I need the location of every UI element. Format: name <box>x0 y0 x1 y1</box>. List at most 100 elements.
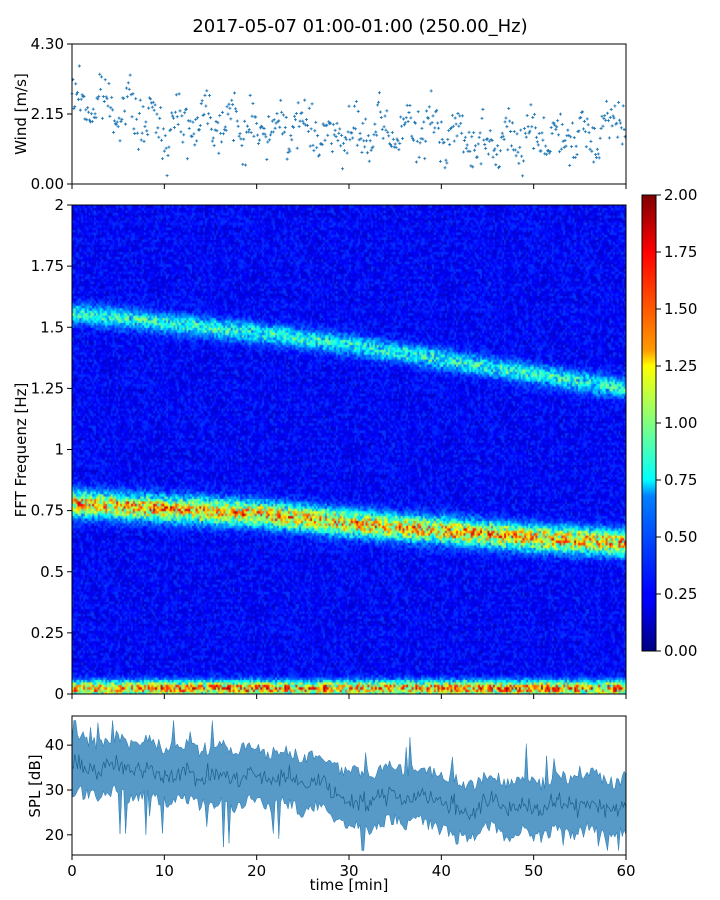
wind-point <box>600 114 604 118</box>
wind-point <box>257 142 261 146</box>
wind-point <box>621 104 625 108</box>
wind-point <box>415 139 419 143</box>
wind-point <box>405 103 409 107</box>
wind-point <box>136 147 140 151</box>
wind-point <box>493 147 497 151</box>
wind-point <box>555 125 559 129</box>
wind-point <box>494 163 498 167</box>
wind-point <box>541 138 545 142</box>
wind-point <box>270 119 274 123</box>
wind-point <box>455 134 459 138</box>
wind-point <box>143 125 147 129</box>
wind-point <box>235 119 239 123</box>
wind-point <box>525 113 529 117</box>
wind-point <box>532 146 536 150</box>
wind-point <box>340 133 344 137</box>
wind-point <box>105 97 109 101</box>
wind-point <box>79 97 83 101</box>
wind-y-axis-label: Wind [m/s] <box>12 73 30 155</box>
wind-point <box>537 131 541 135</box>
wind-point <box>605 99 609 103</box>
wind-point <box>306 130 310 134</box>
wind-point <box>609 108 613 112</box>
wind-point <box>297 125 301 129</box>
wind-point <box>310 102 314 106</box>
wind-point <box>452 139 456 143</box>
wind-point <box>78 108 82 112</box>
wind-point <box>612 116 616 120</box>
wind-point <box>348 138 352 142</box>
wind-point <box>399 115 403 119</box>
wind-point <box>172 116 176 120</box>
wind-point <box>237 134 241 138</box>
spl-band-area <box>71 720 627 851</box>
wind-point <box>286 150 290 154</box>
wind-point <box>426 116 430 120</box>
wind-point <box>76 97 80 101</box>
wind-point <box>219 131 223 135</box>
wind-point <box>142 139 146 143</box>
wind-point <box>483 142 487 146</box>
wind-point <box>372 133 376 137</box>
wind-point <box>342 149 346 153</box>
wind-point <box>535 140 539 144</box>
wind-point <box>335 121 339 125</box>
spl-ticks: 0 10 20 30 40 50 60 20 30 40 <box>45 736 636 880</box>
wind-point <box>394 145 398 149</box>
wind-point <box>169 127 173 131</box>
wind-point <box>395 137 399 141</box>
wind-point <box>164 146 168 150</box>
wind-point <box>589 139 593 143</box>
wind-point <box>362 139 366 143</box>
wind-point <box>191 120 195 124</box>
wind-point <box>249 131 253 135</box>
wind-point <box>104 95 108 99</box>
wind-point <box>167 145 171 149</box>
wind-point <box>582 127 586 131</box>
wind-point <box>445 161 449 165</box>
wind-point <box>465 143 469 147</box>
colorbar-tick-label: 0.75 <box>664 471 697 489</box>
wind-point <box>151 100 155 104</box>
wind-point <box>82 94 86 98</box>
wind-point <box>269 133 273 137</box>
wind-point <box>190 134 194 138</box>
wind-point <box>91 107 95 111</box>
spl-x-tick-label: 40 <box>432 862 451 880</box>
wind-point <box>558 150 562 154</box>
wind-point <box>354 100 358 104</box>
wind-point <box>345 151 349 155</box>
wind-point <box>277 119 281 123</box>
wind-point <box>280 110 284 114</box>
wind-point <box>515 132 519 136</box>
wind-point <box>267 115 271 119</box>
wind-point <box>116 125 120 129</box>
wind-point <box>461 150 465 154</box>
wind-point <box>360 150 364 154</box>
wind-point <box>317 153 321 157</box>
wind-point <box>427 105 431 109</box>
wind-point <box>303 98 307 102</box>
wind-point <box>522 127 526 131</box>
wind-point <box>177 92 181 96</box>
wind-point <box>90 120 94 124</box>
wind-point <box>591 126 595 130</box>
wind-point <box>106 104 110 108</box>
wind-point <box>172 126 176 130</box>
wind-point <box>295 146 299 150</box>
wind-point <box>431 114 435 118</box>
wind-point <box>504 116 508 120</box>
wind-point <box>272 118 276 122</box>
wind-point <box>148 97 152 101</box>
wind-point <box>508 119 512 123</box>
colorbar-gradient <box>641 194 657 652</box>
wind-point <box>618 118 622 122</box>
wind-point <box>519 128 523 132</box>
wind-point <box>436 121 440 125</box>
wind-point <box>471 165 475 169</box>
wind-point <box>606 119 610 123</box>
wind-point <box>499 135 503 139</box>
wind-ticks: 0.00 2.15 4.30 <box>31 35 627 193</box>
wind-point <box>205 89 209 93</box>
wind-point <box>76 90 80 94</box>
